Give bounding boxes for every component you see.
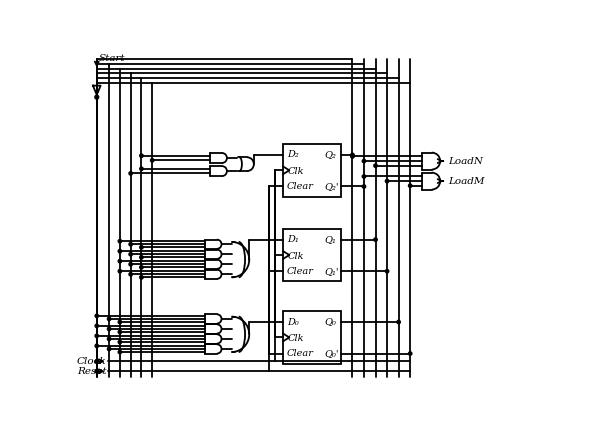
Bar	[283, 311, 341, 364]
Circle shape	[95, 314, 99, 317]
Circle shape	[107, 327, 111, 331]
Circle shape	[118, 330, 122, 334]
Circle shape	[95, 324, 99, 328]
Circle shape	[118, 259, 122, 263]
Text: Q₁': Q₁'	[324, 267, 339, 276]
Bar	[283, 229, 341, 281]
Circle shape	[118, 239, 122, 243]
Text: LoadM: LoadM	[448, 177, 484, 186]
Text: Clk: Clk	[288, 252, 304, 261]
Circle shape	[107, 317, 111, 321]
Text: Q₂': Q₂'	[324, 182, 339, 191]
Circle shape	[118, 320, 122, 324]
Text: Clk: Clk	[288, 167, 304, 176]
Circle shape	[140, 246, 143, 249]
Text: D₂: D₂	[287, 151, 299, 159]
Circle shape	[140, 276, 143, 279]
Circle shape	[95, 334, 99, 337]
Circle shape	[374, 238, 377, 242]
Circle shape	[129, 273, 132, 276]
Circle shape	[385, 270, 389, 273]
Text: LoadN: LoadN	[448, 157, 483, 166]
Circle shape	[140, 266, 143, 269]
Circle shape	[118, 350, 122, 354]
Circle shape	[129, 242, 132, 246]
Text: Clear: Clear	[287, 349, 314, 358]
Circle shape	[362, 175, 366, 178]
Text: D₁: D₁	[287, 235, 299, 244]
Circle shape	[374, 164, 377, 167]
Text: Clear: Clear	[287, 267, 314, 276]
Circle shape	[129, 253, 132, 256]
Circle shape	[140, 256, 143, 259]
Circle shape	[95, 95, 99, 99]
Text: Q₂: Q₂	[324, 151, 336, 159]
Circle shape	[140, 167, 143, 170]
Text: Reset: Reset	[77, 367, 106, 376]
Text: Clock: Clock	[77, 357, 106, 366]
Text: Clk: Clk	[288, 334, 304, 344]
Circle shape	[140, 154, 143, 157]
Circle shape	[350, 153, 354, 157]
Circle shape	[129, 262, 132, 266]
Circle shape	[118, 250, 122, 253]
Bar	[283, 144, 341, 197]
Circle shape	[362, 159, 366, 163]
Circle shape	[408, 184, 412, 187]
Text: Start: Start	[99, 54, 125, 63]
Text: Q₀': Q₀'	[324, 349, 339, 358]
Circle shape	[118, 341, 122, 344]
Circle shape	[95, 369, 99, 373]
Text: Q₁: Q₁	[324, 235, 336, 244]
Circle shape	[408, 352, 412, 355]
Text: Q₀: Q₀	[324, 317, 336, 326]
Circle shape	[95, 360, 99, 363]
Text: D₀: D₀	[287, 317, 299, 326]
Circle shape	[95, 344, 99, 348]
Circle shape	[118, 270, 122, 273]
Circle shape	[362, 185, 366, 188]
Circle shape	[107, 337, 111, 341]
Circle shape	[150, 159, 154, 162]
Circle shape	[350, 155, 354, 158]
Circle shape	[107, 347, 111, 351]
Circle shape	[397, 320, 401, 324]
Text: Clear: Clear	[287, 182, 314, 191]
Circle shape	[129, 172, 132, 175]
Circle shape	[385, 179, 389, 183]
